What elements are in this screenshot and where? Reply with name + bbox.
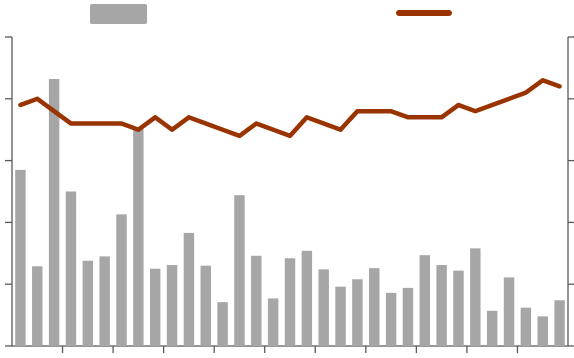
bar (48, 79, 60, 347)
bar (166, 265, 178, 346)
bar (385, 292, 397, 346)
line-series (18, 78, 562, 139)
bar (82, 260, 94, 346)
bar (133, 129, 144, 346)
bar (537, 316, 548, 346)
bar (267, 298, 279, 346)
series-line (18, 78, 562, 139)
legend-bar-swatch (90, 4, 147, 24)
bar (503, 277, 515, 346)
legend-line-swatch (396, 10, 452, 16)
bar (453, 270, 464, 346)
bar (234, 195, 245, 346)
bar (352, 279, 363, 346)
bar (419, 255, 431, 346)
bar (251, 255, 262, 346)
bar (436, 265, 447, 346)
bar (335, 286, 346, 346)
bar (318, 269, 329, 346)
bar (99, 256, 110, 346)
bar (15, 169, 26, 346)
bar (116, 214, 127, 346)
bar (65, 191, 77, 346)
bar (284, 258, 296, 346)
bar (369, 268, 380, 346)
bar (200, 265, 211, 346)
bar-series (15, 79, 565, 347)
bar (183, 232, 195, 346)
bar (470, 248, 481, 346)
bar (486, 310, 498, 346)
bar (301, 250, 313, 346)
bar (554, 300, 565, 346)
bar (217, 302, 228, 346)
bar (32, 266, 43, 346)
bar (149, 268, 161, 346)
bar (520, 307, 532, 346)
bar (402, 287, 414, 346)
